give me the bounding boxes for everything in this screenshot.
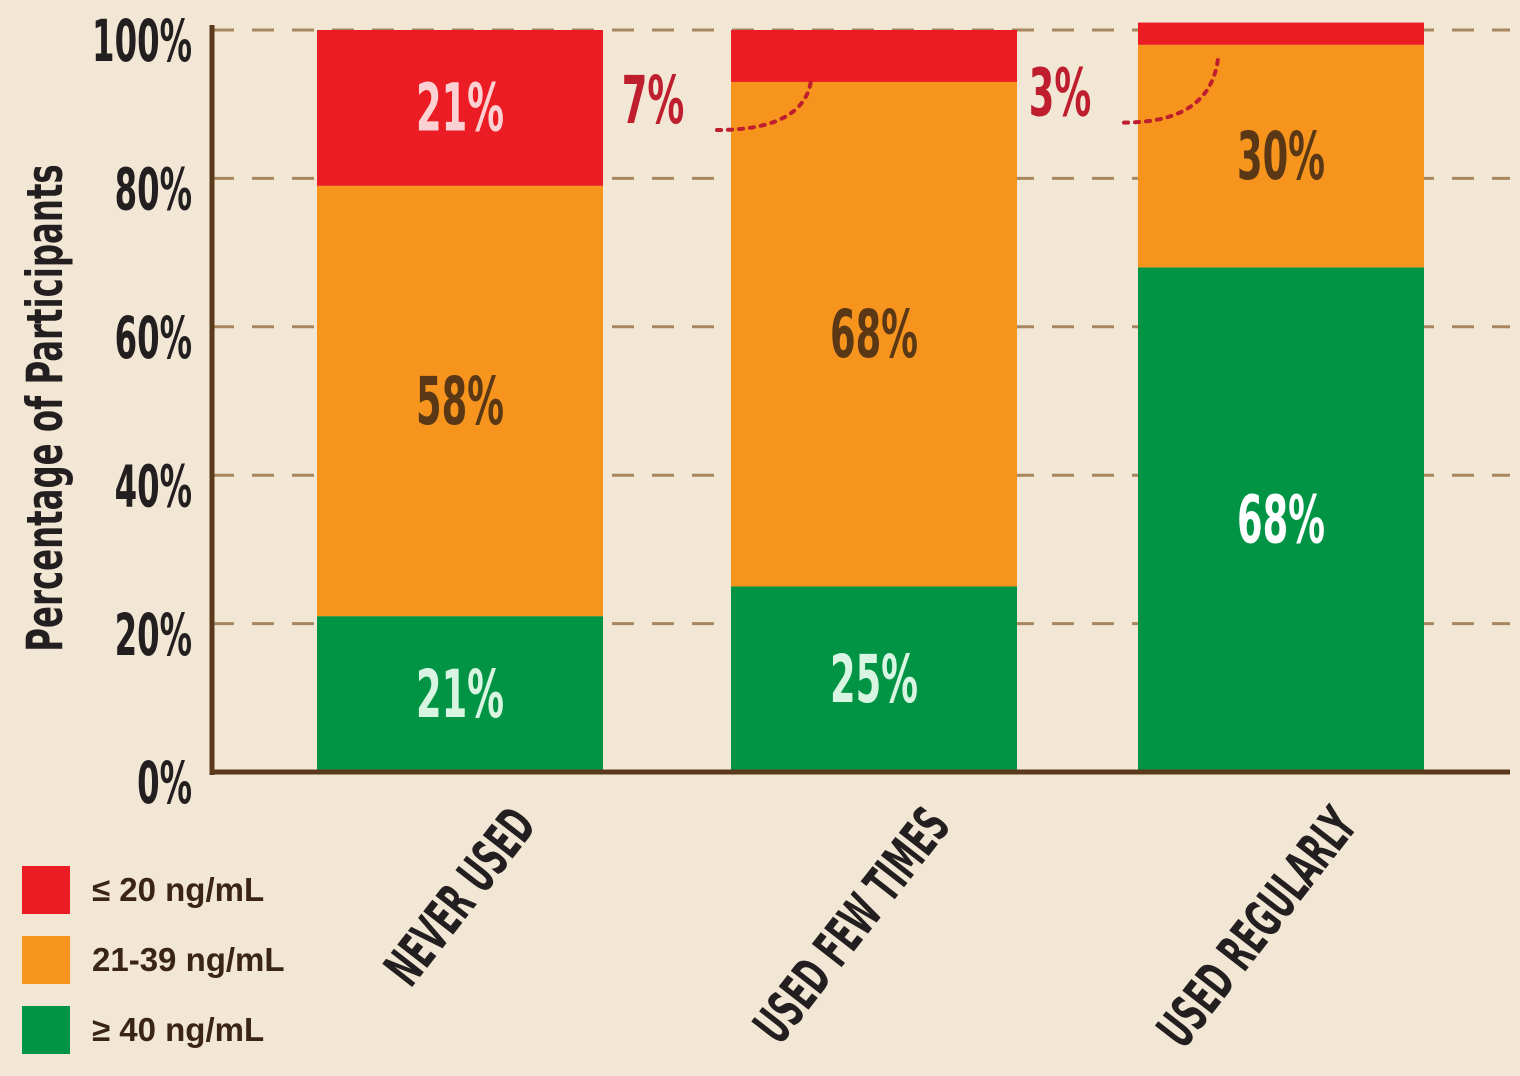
- bar-low-2: [1138, 22, 1424, 45]
- bar-mid-1: [731, 81, 1017, 587]
- bar-high-1: [731, 586, 1017, 772]
- data-label-mid-2: 30%: [1237, 118, 1325, 195]
- bar-low-0: [317, 30, 603, 186]
- axis-layer: 0% 20% 40% 60% 80% 100%: [92, 8, 1510, 818]
- data-label-high-0: 21%: [416, 656, 504, 733]
- bar-high-2: [1138, 267, 1424, 772]
- legend-item-mid: 21-39 ng/mL: [22, 936, 285, 984]
- data-label-high-2: 68%: [1237, 481, 1325, 558]
- legend-label-low: ≤ 20 ng/mL: [92, 871, 265, 908]
- data-label-low-2: 3%: [1029, 54, 1092, 131]
- y-tick-label: 0%: [137, 750, 192, 817]
- x-tick-label-1: USED FEW TIMES: [743, 797, 963, 1055]
- x-tick-label-0: NEVER USED: [374, 797, 549, 997]
- y-axis-label: Percentage of Participants: [17, 164, 74, 651]
- callout-line-1: [715, 78, 813, 132]
- bar-low-1: [731, 30, 1017, 82]
- bars-layer: [317, 22, 1424, 772]
- data-label-high-1: 25%: [830, 641, 918, 718]
- bar-mid-0: [317, 185, 603, 617]
- data-label-mid-0: 58%: [416, 363, 504, 440]
- bar-high-0: [317, 616, 603, 772]
- callout-line-2: [1122, 56, 1220, 125]
- x-tick-label-2: USED REGULARLY: [1146, 797, 1370, 1057]
- y-tick-label: 60%: [115, 305, 192, 372]
- legend-swatch-mid: [22, 936, 70, 984]
- y-tick-label: 20%: [115, 602, 192, 669]
- legend-item-high: ≥ 40 ng/mL: [22, 1006, 285, 1054]
- legend-label-mid: 21-39 ng/mL: [92, 941, 285, 978]
- legend-swatch-low: [22, 866, 70, 914]
- data-label-mid-1: 68%: [830, 296, 918, 373]
- data-label-low-1: 7%: [622, 62, 685, 139]
- legend-swatch-high: [22, 1006, 70, 1054]
- legend: ≤ 20 ng/mL 21-39 ng/mL ≥ 40 ng/mL: [22, 866, 285, 1076]
- y-tick-label: 40%: [115, 454, 192, 521]
- data-label-low-0: 21%: [416, 69, 504, 146]
- legend-label-high: ≥ 40 ng/mL: [92, 1011, 265, 1048]
- y-tick-label: 100%: [92, 8, 192, 75]
- y-tick-label: 80%: [115, 157, 192, 224]
- legend-item-low: ≤ 20 ng/mL: [22, 866, 285, 914]
- bar-mid-2: [1138, 44, 1424, 268]
